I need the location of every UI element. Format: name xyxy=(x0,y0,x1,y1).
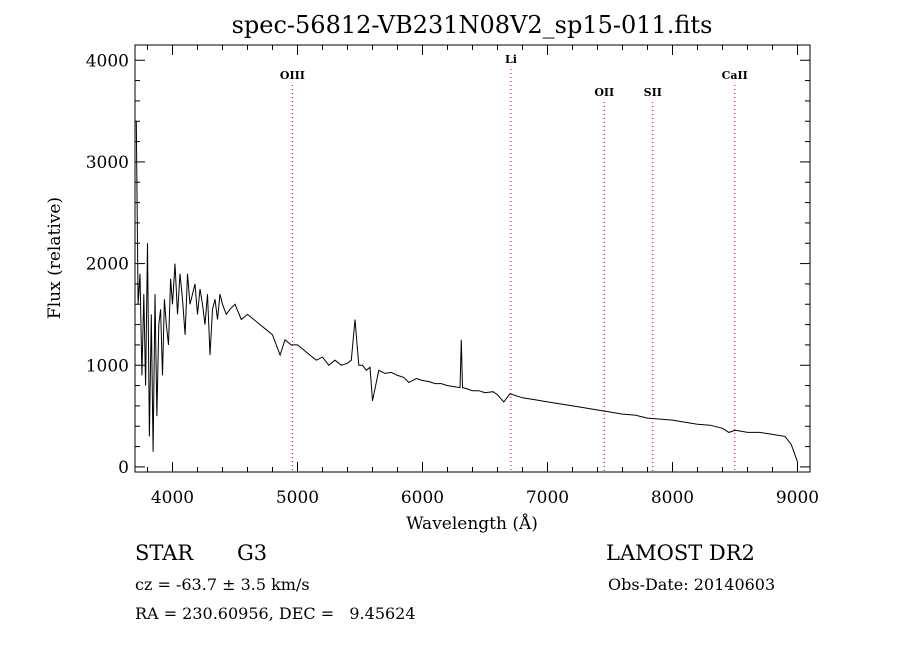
y-tick-label: 1000 xyxy=(86,356,129,376)
survey-name: LAMOST DR2 xyxy=(606,541,755,565)
spectral-line-markers: OIII Li OII SII CaII xyxy=(280,53,748,472)
spectrum-chart: spec-56812-VB231N08V2_sp15-011.fits 4000… xyxy=(45,11,819,534)
observation-date: Obs-Date: 20140603 xyxy=(608,575,776,594)
x-tick-label: 4000 xyxy=(151,488,194,508)
redshift-cz: cz = -63.7 ± 3.5 km/s xyxy=(135,575,310,594)
y-tick-label: 0 xyxy=(118,458,129,478)
x-tick-label: 7000 xyxy=(526,488,569,508)
spectrum-line xyxy=(135,121,798,462)
object-type: STAR xyxy=(135,541,194,565)
line-label-caii: CaII xyxy=(722,69,748,82)
x-tick-label: 5000 xyxy=(276,488,319,508)
plot-frame xyxy=(134,44,811,473)
x-axis-label: Wavelength (Å) xyxy=(406,513,538,534)
chart-title: spec-56812-VB231N08V2_sp15-011.fits xyxy=(232,11,713,39)
coordinates: RA = 230.60956, DEC = 9.45624 xyxy=(135,604,416,623)
x-tick-label: 8000 xyxy=(651,488,694,508)
x-tick-label: 6000 xyxy=(401,488,444,508)
line-label-sii: SII xyxy=(644,86,662,99)
line-label-oii: OII xyxy=(594,86,614,99)
y-tick-label: 3000 xyxy=(86,153,129,173)
object-subclass: G3 xyxy=(237,541,268,565)
y-tick-label: 4000 xyxy=(86,51,129,71)
x-tick-label: 9000 xyxy=(776,488,819,508)
axis-ticks: 4000 5000 6000 7000 8000 9000 0 1000 2000 3000 400… xyxy=(86,45,819,508)
y-tick-label: 2000 xyxy=(86,255,129,275)
y-axis-label: Flux (relative) xyxy=(45,197,65,319)
line-label-oiii: OIII xyxy=(280,69,305,82)
line-label-li: Li xyxy=(505,53,517,66)
